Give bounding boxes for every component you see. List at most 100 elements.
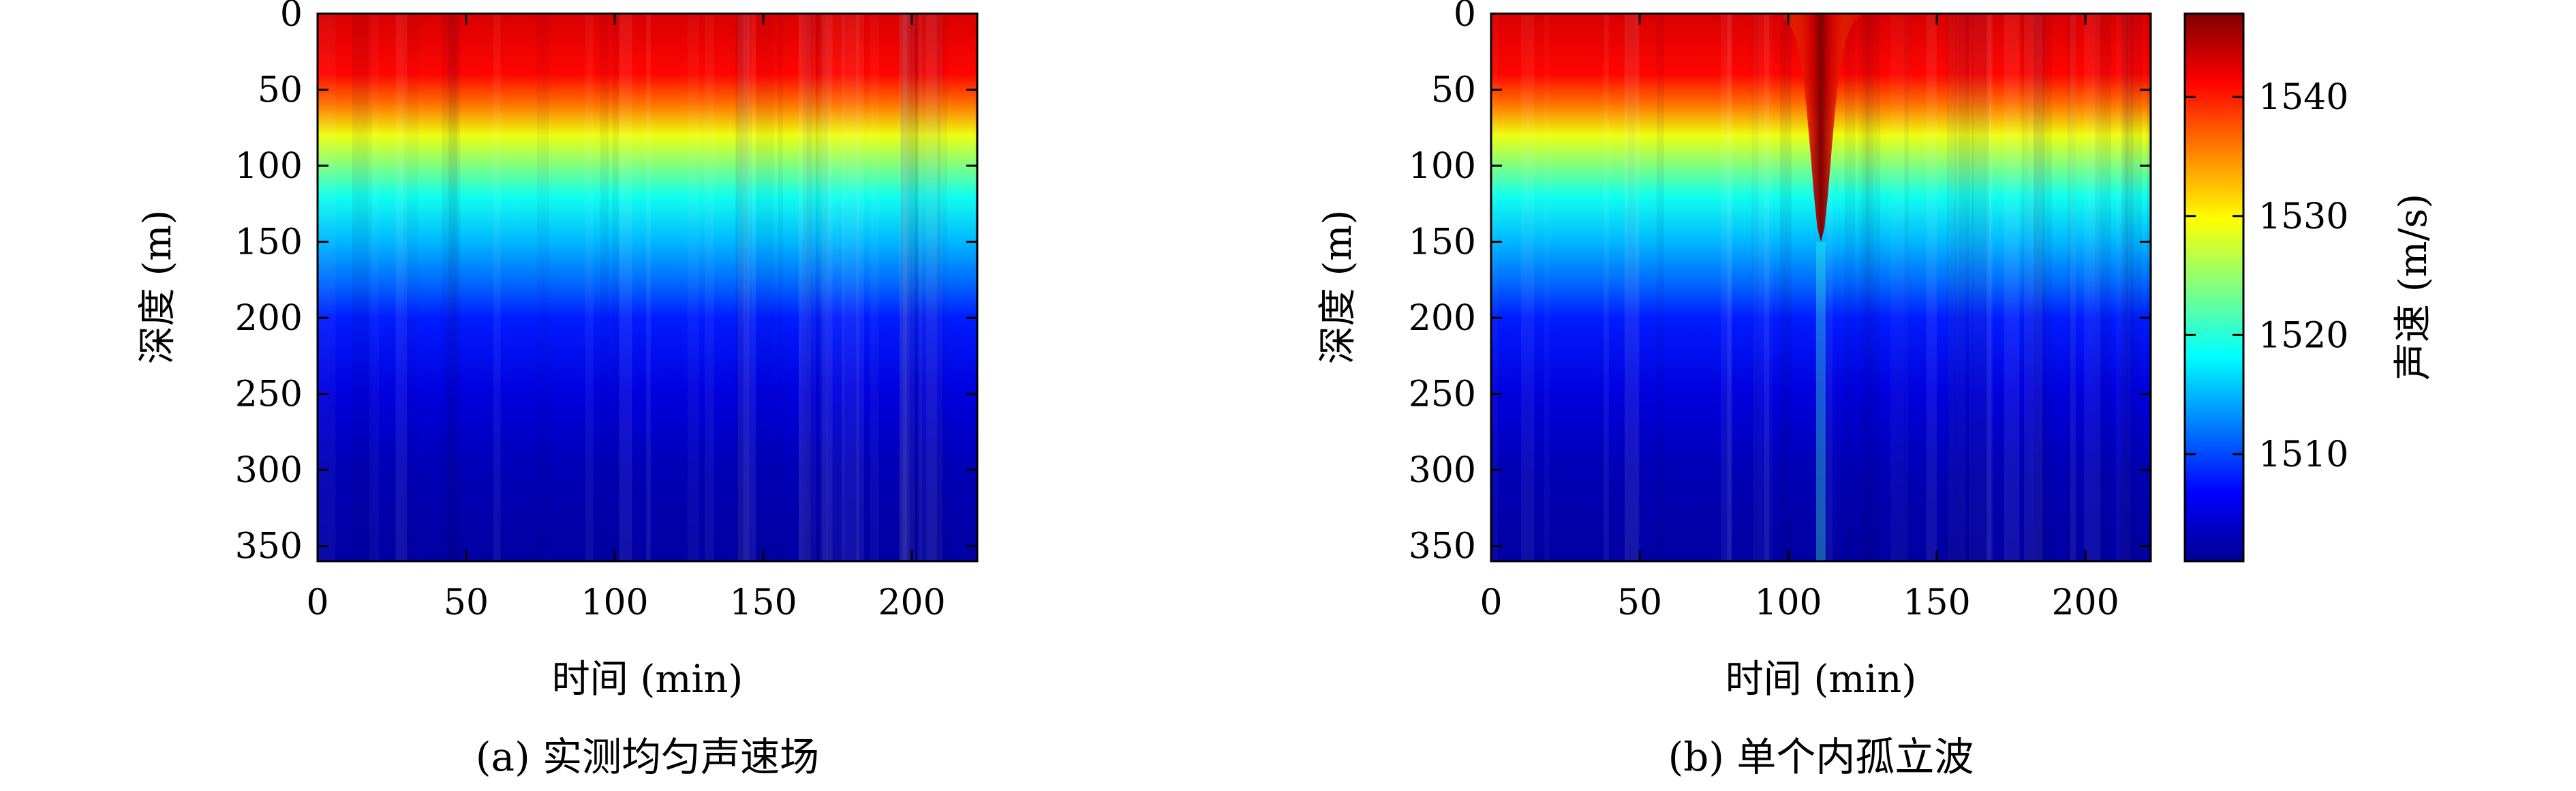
x-tick-label: 0 [306, 582, 328, 623]
y-tick-label: 150 [1409, 222, 1476, 263]
heatmap-streak [802, 14, 812, 561]
colorbar-tick-label: 1530 [2258, 196, 2348, 237]
heatmap-a-field [318, 14, 977, 561]
heatmap-streak [448, 14, 458, 561]
heatmap-streak [585, 14, 594, 561]
heatmap-streak [827, 14, 845, 561]
heatmap-streak [1986, 14, 1991, 561]
colorbar-ticks: 1510 1520 1530 1540 [2185, 77, 2348, 475]
heatmap-streak [1861, 14, 1873, 561]
y-tick-label: 250 [1409, 374, 1476, 415]
heatmap-streak [2004, 14, 2020, 561]
colorbar-label: 声速 (m/s) [2391, 194, 2436, 380]
heatmap-streak [778, 14, 783, 561]
heatmap-streak [899, 14, 908, 561]
heatmap-streak [1780, 14, 1792, 561]
heatmap-streak [901, 14, 919, 561]
colorbar-gradient [2185, 14, 2243, 561]
heatmap-streak [2034, 14, 2044, 561]
heatmap-streak [1625, 14, 1640, 561]
heatmap-streak [819, 14, 828, 561]
colorbar-tick-label: 1510 [2258, 434, 2348, 475]
y-tick-label: 350 [1409, 526, 1476, 567]
heatmap-streak [1972, 14, 1990, 561]
axes-b-xlabel: 时间 (min) [1726, 657, 1917, 702]
heatmap-streak [1492, 14, 1498, 561]
heatmap-streak [735, 14, 752, 561]
colorbar-frame [2183, 12, 2245, 563]
heatmap-streak [856, 14, 864, 561]
axes-a-xlabel: 时间 (min) [552, 657, 743, 702]
y-tick-label: 200 [235, 298, 303, 339]
heatmap-streak [367, 14, 372, 561]
heatmap-streak [352, 14, 368, 561]
heatmap-streak [646, 14, 651, 561]
colorbar: 1510 1520 1530 1540 声速 (m/s) [2183, 12, 2436, 563]
heatmap-streak [1904, 14, 1909, 561]
heatmap-streak [925, 14, 942, 561]
x-tick-label: 100 [1754, 582, 1822, 623]
heatmap-streak [1826, 14, 1833, 561]
y-tick-label: 100 [235, 146, 303, 187]
heatmap-streak [2095, 14, 2111, 561]
heatmap-streak [926, 14, 941, 561]
colorbar-tick-label: 1520 [2258, 315, 2348, 356]
heatmap-streak [1627, 14, 1635, 561]
heatmap-streak [2147, 14, 2151, 561]
heatmap-streak [842, 14, 859, 561]
x-tick-label: 200 [2051, 582, 2119, 623]
heatmap-streak [937, 14, 948, 561]
heatmap-streak [619, 14, 632, 561]
axes-b-ylabel: 深度 (m) [1316, 210, 1360, 365]
y-tick-label: 250 [235, 374, 303, 415]
heatmap-streak [815, 14, 828, 561]
heatmap-streak [1720, 14, 1731, 561]
heatmap-streak [687, 14, 699, 561]
axes-a-ticks: 0 50 100 150 200 0 50 100 150 200 250 300 350 [235, 0, 977, 623]
heatmap-streak [1948, 14, 1966, 561]
axes-b-ticks: 0 50 100 150 200 0 50 100 150 200 250 300 350 [1409, 0, 2151, 623]
x-tick-label: 150 [729, 582, 797, 623]
heatmap-a [318, 14, 977, 561]
heatmap-streak [1751, 14, 1759, 561]
heatmap-streak [2126, 14, 2143, 561]
x-tick-label: 50 [444, 582, 489, 623]
heatmap-streak [1604, 14, 1609, 561]
y-tick-label: 350 [235, 526, 303, 567]
heatmap-streak [737, 14, 756, 561]
x-tick-label: 50 [1617, 582, 1662, 623]
x-tick-label: 200 [878, 582, 945, 623]
heatmap-streak [2070, 14, 2076, 561]
y-tick-label: 0 [1454, 0, 1476, 35]
heatmap-streak [2021, 14, 2028, 561]
heatmap-streak [395, 14, 408, 561]
heatmap-b-streaks [1492, 14, 2151, 561]
heatmap-streak [2123, 14, 2128, 561]
x-tick-label: 100 [581, 582, 648, 623]
caption-b: (b) 单个内孤立波 [1668, 734, 1974, 780]
soliton-depression [1778, 14, 1864, 242]
y-tick-label: 50 [1431, 70, 1476, 111]
y-tick-label: 300 [235, 450, 303, 491]
y-tick-label: 100 [1409, 146, 1476, 187]
heatmap-streak [1753, 14, 1764, 561]
heatmap-streak [1764, 14, 1770, 561]
heatmap-b [1491, 14, 2151, 561]
y-tick-label: 50 [258, 70, 303, 111]
heatmap-a-streaks [318, 14, 948, 561]
heatmap-streak [736, 14, 748, 561]
heatmap-streak [756, 14, 773, 561]
y-tick-label: 0 [280, 0, 303, 35]
heatmap-streak [900, 14, 917, 561]
y-tick-label: 150 [235, 222, 303, 263]
panel-b: 0 50 100 150 200 0 50 100 150 200 250 300 350 时间 (mi… [1316, 0, 2152, 780]
heatmap-streak [404, 14, 418, 561]
axes-a-frame [316, 12, 979, 563]
heatmap-streak [900, 14, 910, 561]
heatmap-streak [798, 14, 816, 561]
heatmap-streak [1865, 14, 1881, 561]
axes-a-ylabel: 深度 (m) [136, 210, 180, 365]
heatmap-streak [870, 14, 879, 561]
heatmap-streak [536, 14, 549, 561]
